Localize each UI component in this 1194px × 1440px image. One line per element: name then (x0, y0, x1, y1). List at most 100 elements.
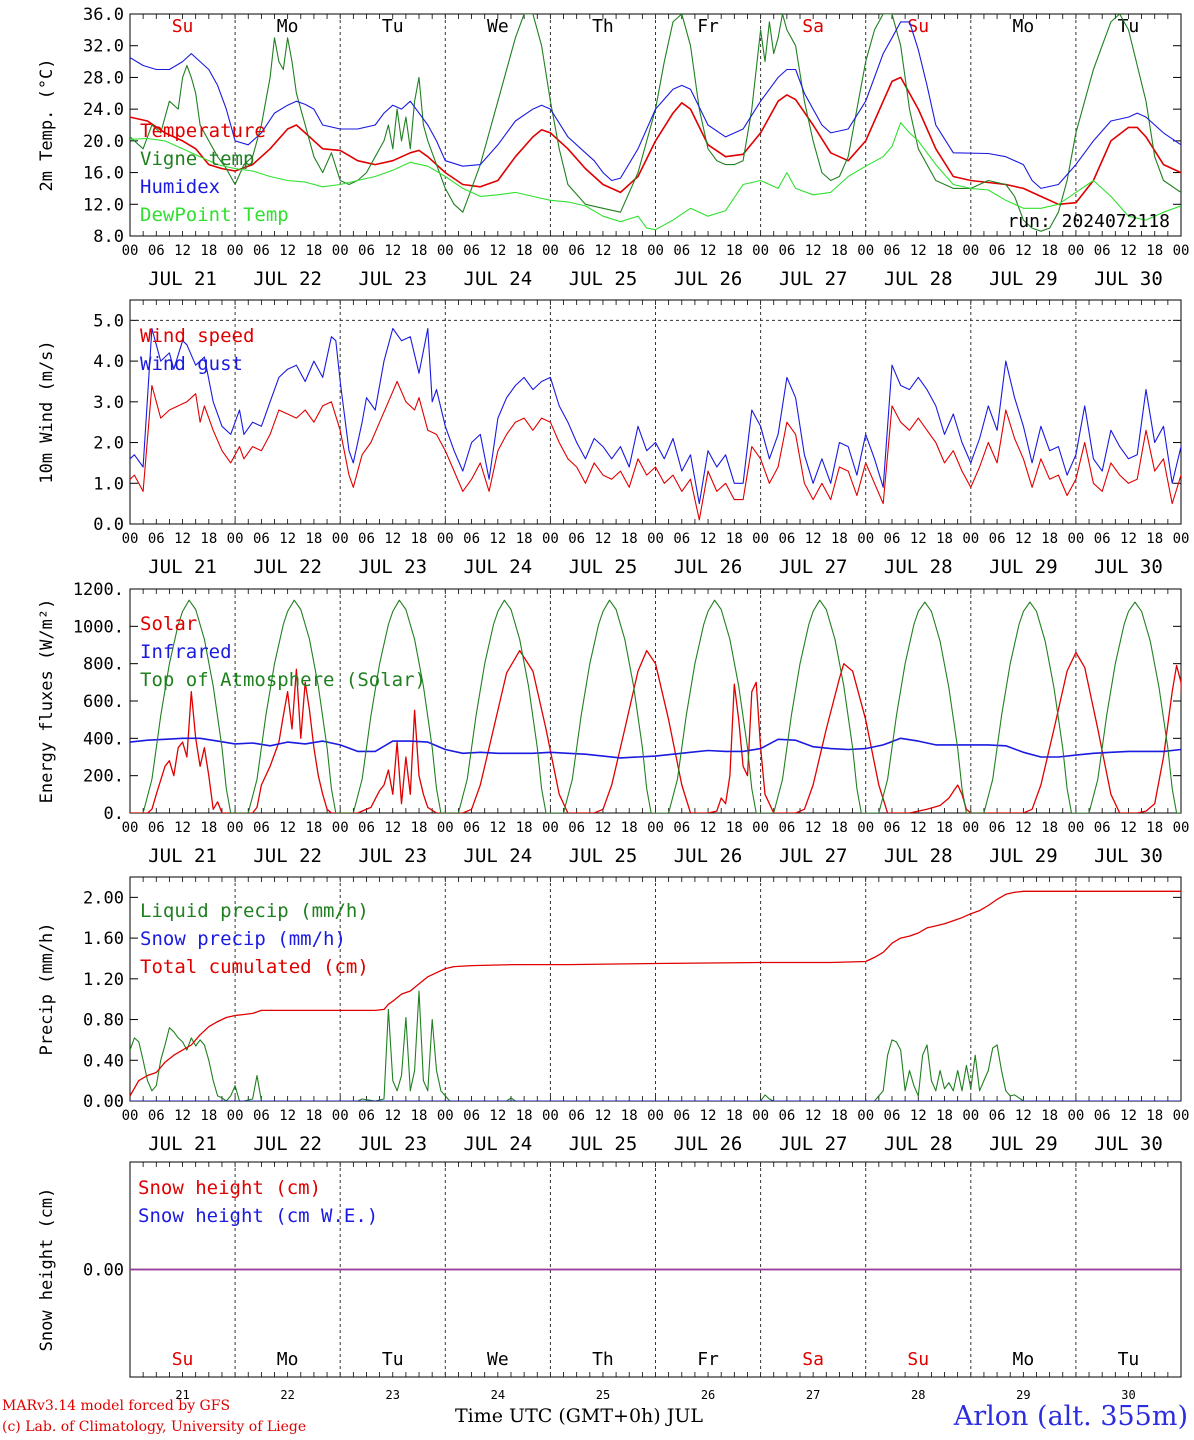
hour-tick-label: 12 (910, 243, 927, 259)
y-tick-label: 800. (83, 655, 124, 675)
hour-tick-label: 12 (805, 243, 822, 259)
hour-tick-label: 00 (647, 531, 664, 547)
legend-entry: Temperature (140, 120, 266, 142)
hour-tick-label: 00 (332, 1108, 349, 1124)
day-number: 27 (806, 1388, 820, 1402)
weekday-label: Su (172, 16, 194, 37)
hour-tick-label: 00 (437, 1108, 454, 1124)
y-tick-label: 400. (83, 729, 124, 749)
hour-tick-label: 06 (358, 531, 375, 547)
weekday-label: Tu (382, 1349, 404, 1370)
hour-tick-label: 06 (253, 243, 270, 259)
weekday-label: We (487, 16, 509, 37)
hour-tick-label: 12 (174, 1108, 191, 1124)
hour-tick-label: 00 (542, 531, 559, 547)
date-label: JUL 30 (1094, 1133, 1163, 1155)
hour-tick-label: 18 (936, 243, 953, 259)
model-credit: MARv3.14 model forced by GFS (2, 1398, 231, 1414)
hour-tick-label: 12 (279, 1108, 296, 1124)
day-number: 28 (911, 1388, 925, 1402)
hour-tick-label: 06 (673, 1108, 690, 1124)
y-tick-label: 28.0 (83, 68, 124, 88)
hour-tick-label: 06 (778, 243, 795, 259)
hour-tick-label: 18 (1041, 243, 1058, 259)
hour-tick-label: 06 (673, 820, 690, 836)
hour-tick-label: 06 (989, 531, 1006, 547)
legend-entry: Solar (140, 613, 197, 635)
y-tick-label: 32.0 (83, 37, 124, 57)
series-line-temperature (130, 76, 1181, 206)
series-line-top-of-atmosphere-solar (142, 599, 1181, 813)
panel-2: 0.0 1.0 2.0 3.0 4.0 5.0 10m Wind (m/s) 00 06 12 18… (37, 299, 1189, 578)
hour-tick-label: 18 (621, 1108, 638, 1124)
date-label: JUL 25 (569, 556, 638, 578)
hour-tick-label: 12 (805, 1108, 822, 1124)
y-tick-label: 1.20 (83, 970, 124, 990)
hour-tick-label: 06 (463, 820, 480, 836)
date-label: JUL 30 (1094, 556, 1163, 578)
day-number: 30 (1121, 1388, 1135, 1402)
date-label: JUL 29 (989, 556, 1058, 578)
hour-tick-label: 12 (1015, 1108, 1032, 1124)
date-label: JUL 26 (674, 1133, 743, 1155)
hour-tick-label: 06 (463, 531, 480, 547)
hour-tick-label: 00 (857, 820, 874, 836)
y-tick-label: 0.00 (83, 1092, 124, 1112)
hour-tick-label: 06 (253, 531, 270, 547)
date-label: JUL 28 (884, 1133, 953, 1155)
date-label: JUL 23 (358, 556, 427, 578)
run-label: run: 2024072118 (1007, 211, 1170, 232)
hour-tick-label: 18 (305, 243, 322, 259)
hour-tick-label: 18 (516, 243, 533, 259)
hour-tick-label: 12 (910, 531, 927, 547)
y-tick-label: 5.0 (93, 311, 124, 331)
weekday-label: Fr (697, 16, 719, 37)
hour-tick-label: 18 (516, 1108, 533, 1124)
hour-tick-label: 12 (700, 1108, 717, 1124)
hour-tick-label: 18 (936, 1108, 953, 1124)
hour-tick-label: 00 (962, 243, 979, 259)
hour-tick-label: 00 (122, 243, 139, 259)
hour-tick-label: 18 (1041, 1108, 1058, 1124)
date-label: JUL 21 (148, 1133, 217, 1155)
hour-tick-label: 06 (148, 820, 165, 836)
hour-tick-label: 12 (805, 820, 822, 836)
hour-tick-label: 12 (700, 531, 717, 547)
y-tick-label: 36.0 (83, 5, 124, 25)
hour-tick-label: 18 (1041, 820, 1058, 836)
hour-tick-label: 12 (1120, 531, 1137, 547)
hour-tick-label: 18 (411, 243, 428, 259)
hour-tick-label: 18 (621, 531, 638, 547)
legend-entry: Wind gust (140, 353, 243, 375)
hour-tick-label: 06 (463, 1108, 480, 1124)
date-label: JUL 28 (884, 556, 953, 578)
y-tick-label: 1000. (73, 617, 124, 637)
hour-tick-label: 12 (700, 820, 717, 836)
hour-tick-label: 18 (200, 531, 217, 547)
hour-tick-label: 06 (568, 1108, 585, 1124)
hour-tick-label: 00 (752, 820, 769, 836)
date-label: JUL 22 (253, 1133, 322, 1155)
hour-tick-label: 00 (1067, 243, 1084, 259)
day-number: 21 (175, 1388, 189, 1402)
hour-tick-label: 00 (1067, 820, 1084, 836)
hour-tick-label: 12 (489, 531, 506, 547)
series-line-solar (130, 649, 1181, 813)
hour-tick-label: 18 (621, 243, 638, 259)
date-label: JUL 27 (779, 1133, 848, 1155)
panel-3: 0. 200. 400. 600. 800. 1000. 1200. Energy fluxe… (37, 580, 1189, 867)
hour-tick-label: 18 (200, 1108, 217, 1124)
series-line-liquid-precip-mm-h (130, 990, 1181, 1101)
legend-entry: Humidex (140, 176, 220, 198)
hour-tick-label: 00 (542, 243, 559, 259)
hour-tick-label: 12 (489, 820, 506, 836)
hour-tick-label: 18 (831, 820, 848, 836)
hour-tick-label: 12 (384, 820, 401, 836)
hour-tick-label: 06 (358, 1108, 375, 1124)
hour-tick-label: 12 (384, 1108, 401, 1124)
hour-tick-label: 12 (805, 531, 822, 547)
hour-tick-label: 12 (1015, 531, 1032, 547)
hour-tick-label: 18 (305, 820, 322, 836)
y-axis-label: Precip (mm/h) (37, 922, 57, 1055)
date-label: JUL 23 (358, 845, 427, 867)
